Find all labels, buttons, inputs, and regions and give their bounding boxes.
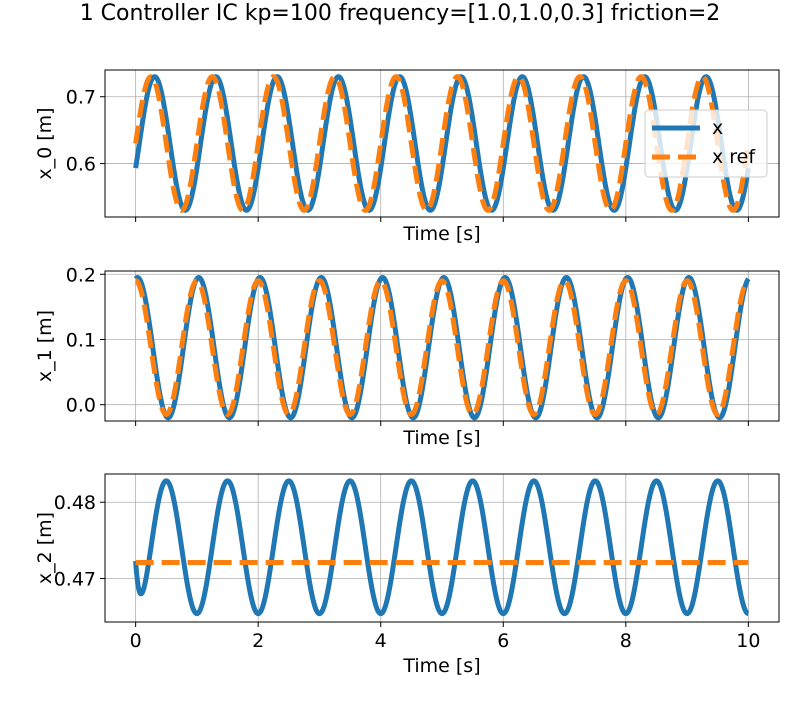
x-tick-label: 10 (736, 630, 760, 652)
axes-frame (104, 270, 780, 422)
series-line-x (133, 74, 751, 213)
series-line-x-ref (133, 74, 751, 213)
x-axis-label: Time [s] (402, 655, 480, 677)
y-axis-label: x_0 [m] (34, 107, 56, 179)
x-tick-label: 2 (252, 630, 264, 652)
y-axis-label: x_1 [m] (34, 310, 56, 382)
figure-title: 1 Controller IC kp=100 frequency=[1.0,1.… (80, 1, 721, 26)
series-line-x-ref (133, 278, 751, 417)
subplots: 0.6 0.7 Time [s] x_0 [m] x x ref 0.0 0.1 0.2 Time… (34, 69, 780, 677)
x-axis-label: Time [s] (402, 223, 480, 245)
series-line-x (133, 478, 751, 617)
y-tick-label: 0.6 (66, 154, 96, 176)
x-tick-label: 6 (497, 630, 509, 652)
series-line-x (133, 275, 751, 421)
x-tick-label: 0 (130, 630, 142, 652)
y-axis-label: x_2 [m] (34, 512, 56, 584)
x-tick-label: 4 (375, 630, 387, 652)
legend-label-x-ref: x ref (712, 146, 756, 168)
axes-frame (104, 69, 780, 218)
y-tick-label: 0.47 (54, 569, 96, 591)
y-tick-label: 0.1 (66, 329, 96, 351)
x-axis-label: Time [s] (402, 427, 480, 449)
axes-frame (104, 473, 780, 623)
subplot-0: 0.6 0.7 Time [s] x_0 [m] x x ref (34, 69, 780, 245)
x-tick-label: 8 (620, 630, 632, 652)
legend-label-x: x (712, 117, 723, 139)
y-tick-label: 0.2 (66, 264, 96, 286)
y-tick-label: 0.0 (66, 395, 96, 417)
subplot-1: 0.0 0.1 0.2 Time [s] x_1 [m] (34, 264, 780, 449)
subplot-2: 0 2 4 6 8 10 0.47 0.48 Time [s] x_2 [m] (34, 473, 780, 677)
y-tick-label: 0.48 (54, 492, 96, 514)
y-tick-label: 0.7 (66, 87, 96, 109)
legend: x x ref (644, 109, 768, 178)
